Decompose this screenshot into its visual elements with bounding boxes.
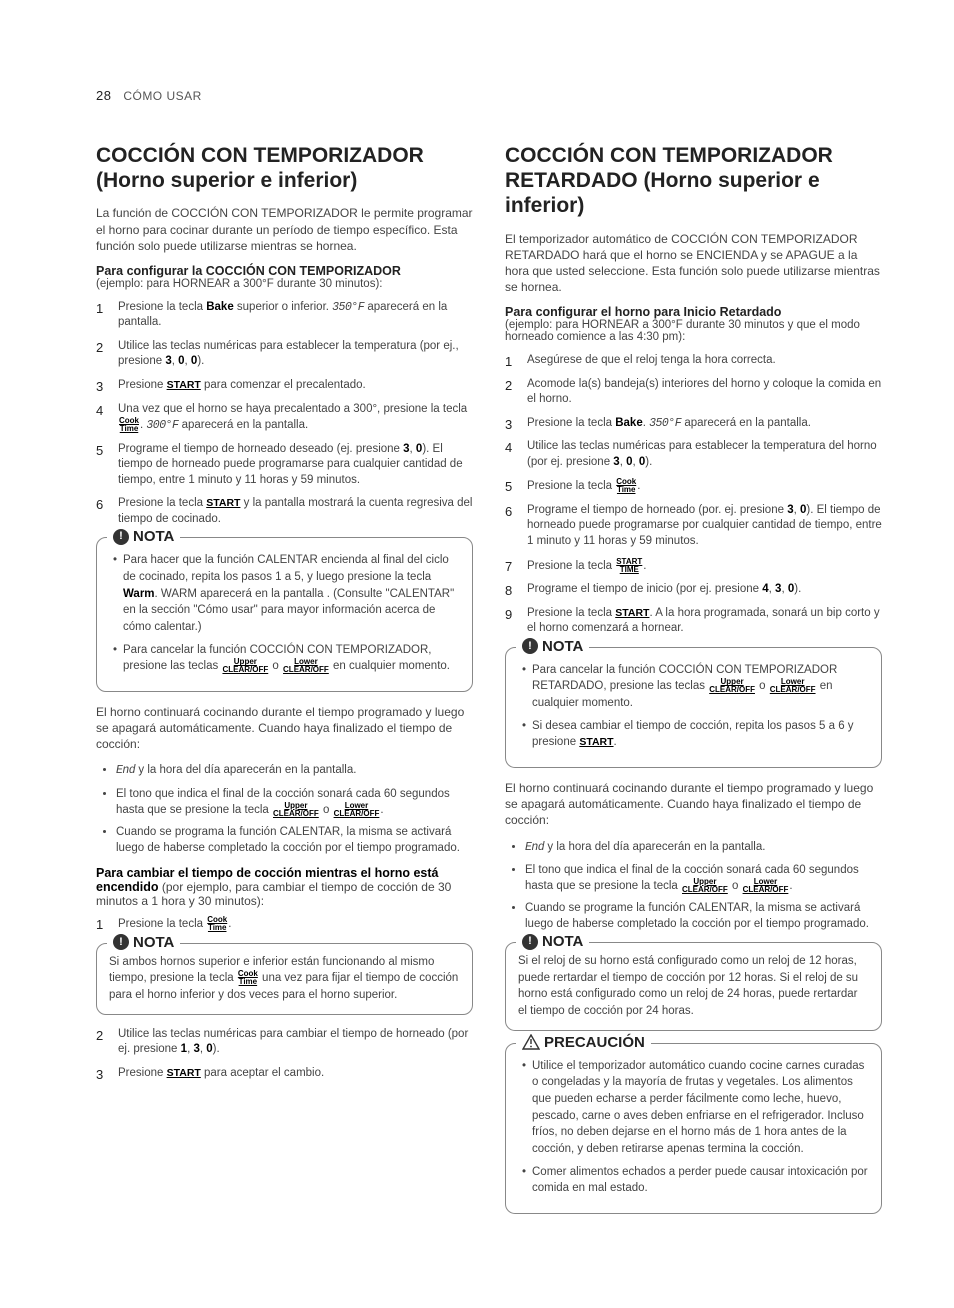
nota-box-r2: ! NOTA Si el reloj de su horno está conf… (505, 942, 882, 1031)
cook-time-key: CookTime (238, 970, 258, 986)
left-heading: COCCIÓN CON TEMPORIZADOR (Horno superior… (96, 143, 473, 193)
left-steps-2a: Presione la tecla CookTime. (96, 916, 473, 933)
left-steps-2b: Utilice las teclas numéricas para cambia… (96, 1027, 473, 1082)
nota-title: ! NOTA (516, 638, 589, 655)
cook-time-key: CookTime (119, 417, 139, 433)
right-intro: El temporizador automático de COCCIÓN CO… (505, 231, 882, 296)
nota-box-1: ! NOTA Para hacer que la función CALENTA… (96, 537, 473, 692)
bullet: End y la hora del día aparecerán en la p… (525, 839, 882, 856)
caution-bullet: Utilice el temporizador automático cuand… (522, 1058, 869, 1158)
bullet: Cuando se programa la función CALENTAR, … (116, 824, 473, 856)
step: Utilice las teclas numéricas para establ… (96, 339, 473, 370)
page-number: 28 (96, 88, 111, 103)
right-column: COCCIÓN CON TEMPORIZADOR RETARDADO (Horn… (505, 143, 882, 1226)
left-subnote-1: (ejemplo: para HORNEAR a 300°F durante 3… (96, 278, 473, 290)
step: Programe el tiempo de horneado deseado (… (96, 442, 473, 489)
upper-clear-key: UpperCLEAR/OFF (273, 802, 319, 818)
step: Presione la tecla START. A la hora progr… (505, 606, 882, 637)
step: Presione la tecla STARTTIME. (505, 558, 882, 575)
nota-bullet: Si desea cambiar el tiempo de cocción, r… (522, 718, 869, 751)
warning-icon (522, 1034, 540, 1050)
page: 28 CÓMO USAR COCCIÓN CON TEMPORIZADOR (H… (0, 0, 954, 1308)
nota-icon: ! (522, 638, 538, 654)
step: Presione la tecla CookTime. (96, 916, 473, 933)
nota-icon: ! (522, 934, 538, 950)
cook-time-key: CookTime (207, 916, 227, 932)
left-bullets-1: End y la hora del día aparecerán en la p… (96, 762, 473, 856)
bullet: Cuando se programe la función CALENTAR, … (525, 900, 882, 932)
bullet: El tono que indica el final de la cocció… (525, 862, 882, 894)
step: Una vez que el horno se haya precalentad… (96, 402, 473, 434)
bullet: El tono que indica el final de la cocció… (116, 786, 473, 818)
right-steps-1: Asegúrese de que el reloj tenga la hora … (505, 353, 882, 636)
section-title: CÓMO USAR (123, 89, 202, 103)
step: Acomode la(s) bandeja(s) interiores del … (505, 377, 882, 408)
left-column: COCCIÓN CON TEMPORIZADOR (Horno superior… (96, 143, 473, 1226)
nota-bullet: Para cancelar la función COCCIÓN CON TEM… (113, 642, 460, 675)
lower-clear-key: LowerCLEAR/OFF (770, 678, 816, 694)
nota-body: Si ambos hornos superior e inferior está… (109, 954, 460, 1004)
left-subhead-1: Para configurar la COCCIÓN CON TEMPORIZA… (96, 264, 473, 278)
step: Presione START para comenzar el precalen… (96, 378, 473, 394)
nota-title: ! NOTA (107, 934, 180, 951)
caution-title: PRECAUCIÓN (516, 1034, 651, 1051)
left-intro: La función de COCCIÓN CON TEMPORIZADOR l… (96, 205, 473, 254)
nota-bullet: Para cancelar la función COCCIÓN CON TEM… (522, 662, 869, 712)
caution-bullet: Comer alimentos echados a perder puede c… (522, 1164, 869, 1197)
step: Utilice las teclas numéricas para cambia… (96, 1027, 473, 1058)
right-subhead-1: Para configurar el horno para Inicio Ret… (505, 305, 882, 319)
step: Programe el tiempo de horneado (por. ej.… (505, 503, 882, 550)
step: Presione la tecla CookTime. (505, 478, 882, 495)
upper-clear-key: UpperCLEAR/OFF (682, 878, 728, 894)
nota-title: ! NOTA (107, 528, 180, 545)
nota-bullet: Para hacer que la función CALENTAR encie… (113, 552, 460, 635)
right-subnote-1: (ejemplo: para HORNEAR a 300°F durante 3… (505, 319, 882, 343)
upper-clear-key: UpperCLEAR/OFF (222, 658, 268, 674)
lower-clear-key: LowerCLEAR/OFF (743, 878, 789, 894)
lower-clear-key: LowerCLEAR/OFF (334, 802, 380, 818)
right-heading: COCCIÓN CON TEMPORIZADOR RETARDADO (Horn… (505, 143, 882, 219)
step: Utilice las teclas numéricas para establ… (505, 439, 882, 470)
page-header: 28 CÓMO USAR (96, 88, 882, 103)
start-time-key: STARTTIME (616, 558, 642, 574)
nota-box-r1: ! NOTA Para cancelar la función COCCIÓN … (505, 647, 882, 768)
step: Presione START para aceptar el cambio. (96, 1066, 473, 1082)
nota-icon: ! (113, 529, 129, 545)
right-bullets-1: End y la hora del día aparecerán en la p… (505, 839, 882, 933)
step: Presione la tecla Bake superior o inferi… (96, 300, 473, 331)
bullet: End y la hora del día aparecerán en la p… (116, 762, 473, 779)
left-para-2: El horno continuará cocinando durante el… (96, 704, 473, 753)
nota-box-2: ! NOTA Si ambos hornos superior e inferi… (96, 943, 473, 1015)
step: Programe el tiempo de inicio (por ej. pr… (505, 582, 882, 598)
left-steps-1: Presione la tecla Bake superior o inferi… (96, 300, 473, 527)
step: Asegúrese de que el reloj tenga la hora … (505, 353, 882, 369)
caution-box: PRECAUCIÓN Utilice el temporizador autom… (505, 1043, 882, 1214)
nota-body: Si el reloj de su horno está configurado… (518, 953, 869, 1020)
step: Presione la tecla START y la pantalla mo… (96, 496, 473, 527)
upper-clear-key: UpperCLEAR/OFF (709, 678, 755, 694)
left-subhead-2: Para cambiar el tiempo de cocción mientr… (96, 866, 473, 908)
lower-clear-key: LowerCLEAR/OFF (283, 658, 329, 674)
columns: COCCIÓN CON TEMPORIZADOR (Horno superior… (96, 143, 882, 1226)
nota-icon: ! (113, 934, 129, 950)
right-para-2: El horno continuará cocinando durante el… (505, 780, 882, 829)
nota-title: ! NOTA (516, 933, 589, 950)
cook-time-key: CookTime (616, 478, 636, 494)
step: Presione la tecla Bake. 350°F aparecerá … (505, 416, 882, 432)
